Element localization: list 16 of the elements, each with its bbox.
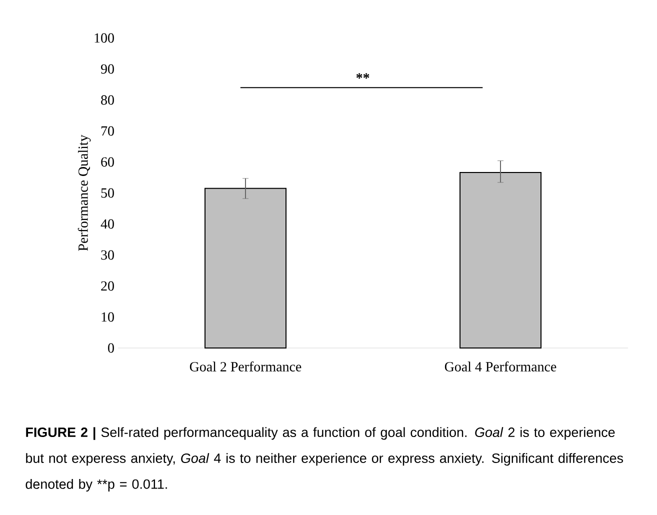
x-tick-label: Goal 4 Performance <box>444 361 556 372</box>
text: FIGURE 2 | Self-rated performancequality as a function of goal condition. Goal 2 is to experience but not experess anxiety, Goal 4 is to neither experience or express anxiety. Significant differences denoted by **p = 0.011. <box>26 427 624 492</box>
y-tick-label: 10 <box>102 312 114 322</box>
y-tick-label: 30 <box>101 250 114 260</box>
x-tick-label: Goal 2 Performance <box>190 361 302 372</box>
y-tick-label: 90 <box>100 64 114 74</box>
annotation: ** <box>356 73 370 79</box>
y-tick-label: 0 <box>108 343 114 353</box>
y-tick-label: 40 <box>100 219 114 229</box>
y-tick-label: 50 <box>101 188 114 198</box>
y-axis-title: Performance Quality <box>78 134 91 251</box>
y-tick-label: 60 <box>101 157 114 167</box>
y-tick-label: 20 <box>101 281 114 291</box>
y-tick-label: 70 <box>101 126 114 136</box>
y-tick-label: 100 <box>94 33 114 43</box>
y-tick-label: 80 <box>101 95 114 105</box>
